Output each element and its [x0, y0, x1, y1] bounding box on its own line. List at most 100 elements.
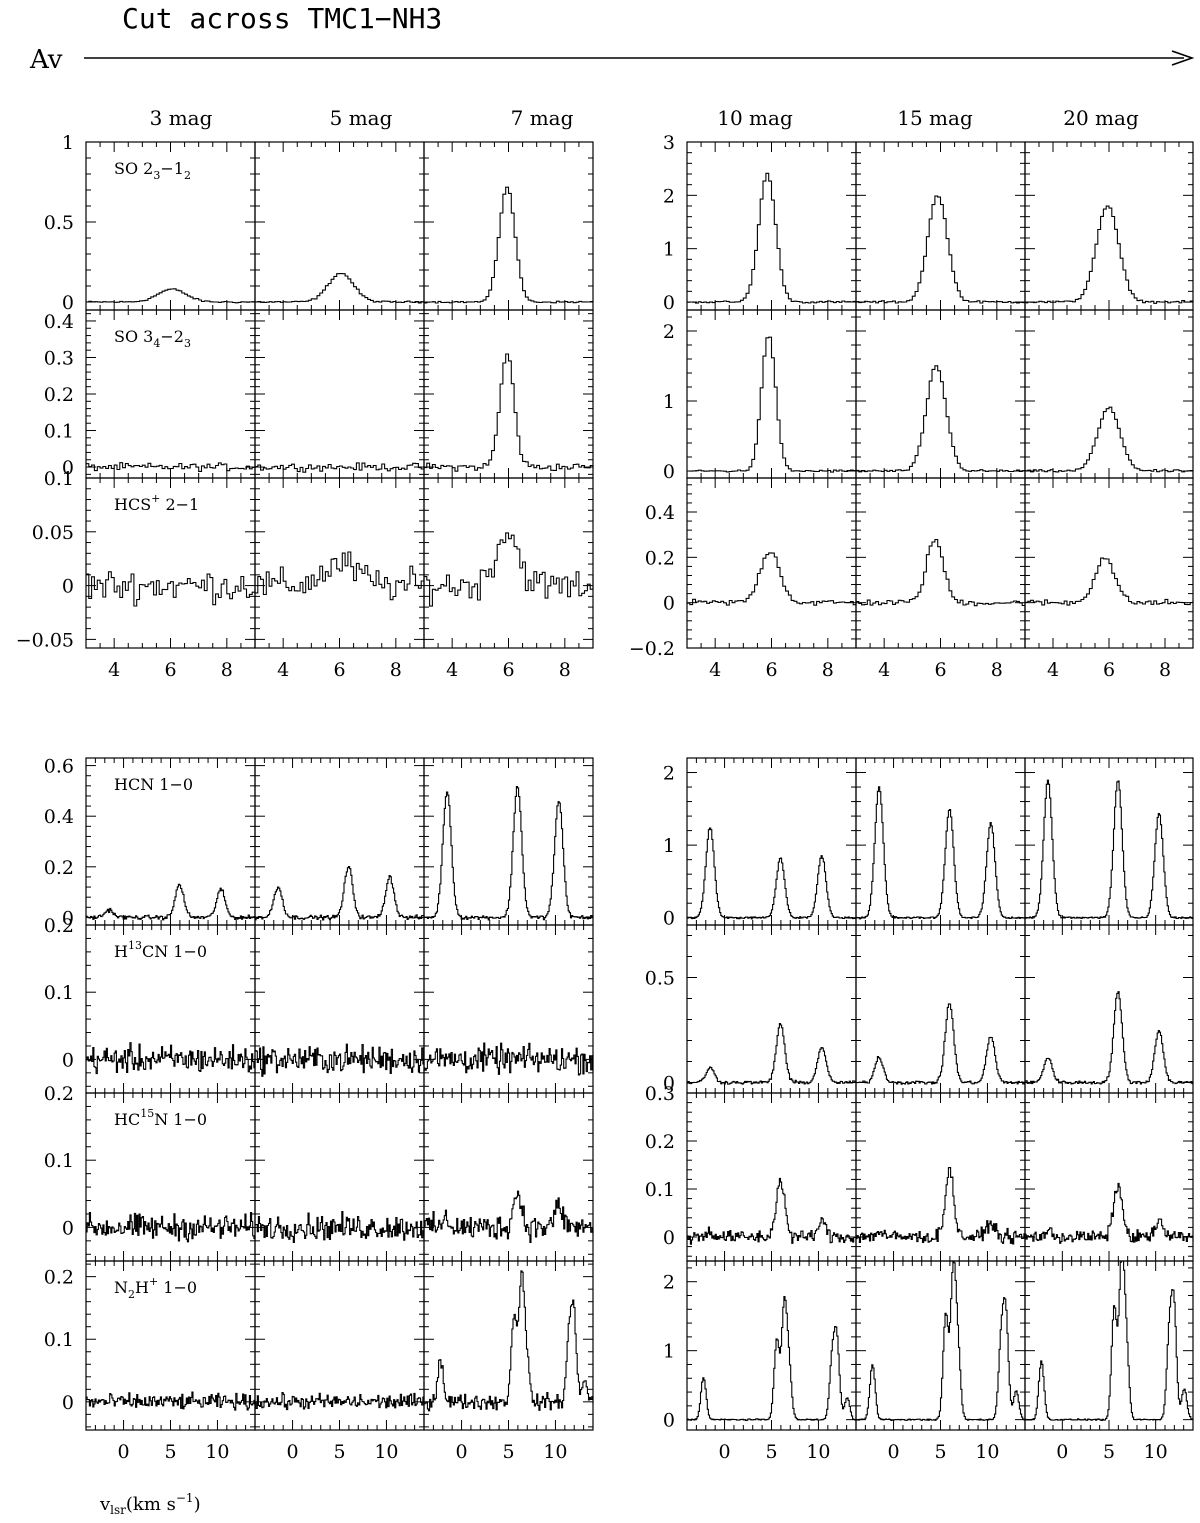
molecule-name: SO 3: [114, 327, 153, 346]
y-tick-label: 0: [62, 292, 74, 314]
x-tick-label: 8: [390, 659, 402, 681]
panel-frame: [1024, 924, 1194, 1094]
spectrum-line: [255, 1210, 425, 1244]
y-tick-label: 0.2: [44, 1083, 74, 1105]
y-tick-label: 2: [663, 321, 675, 343]
panel-bottom-right-r3-c0: [686, 1260, 857, 1431]
y-tick-label: 0.5: [44, 212, 74, 234]
panel-frame: [855, 924, 1026, 1094]
spectrum-line: [687, 827, 857, 920]
y-tick-label: 0.1: [44, 421, 74, 443]
y-tick-label: 0: [663, 593, 675, 615]
molecule-rest: N 1−0: [154, 1110, 207, 1129]
av-label: Av: [29, 45, 63, 75]
y-tick-label: 0.5: [645, 968, 675, 990]
column-label-7-mag: 7 mag: [511, 106, 574, 130]
y-tick-label: 0.2: [645, 547, 675, 569]
x-tick-label: 5: [333, 1441, 345, 1463]
spectrum-line: [255, 273, 425, 304]
molecule-label: N2H+ 1−0: [114, 1275, 197, 1301]
x-tick-label: 8: [221, 659, 233, 681]
molecule-label: HC15N 1−0: [114, 1107, 207, 1129]
panel-bottom-left-r2-c2: [423, 1092, 594, 1262]
panel-frame: [686, 477, 857, 649]
molecule-name: H: [114, 942, 128, 961]
figure-title: Cut across TMC1−NH3: [122, 2, 442, 35]
panel-top-right-r0-c0: [686, 141, 857, 311]
panel-bottom-left-r3-c2: [423, 1260, 594, 1431]
y-tick-label: 0.2: [44, 1267, 74, 1289]
y-tick-label: 0.4: [645, 502, 675, 524]
panel-top-left-r2-c2: [423, 477, 594, 649]
molecule-rest: 1−0: [158, 1278, 197, 1297]
x-tick-label: 10: [806, 1441, 830, 1463]
molecule-subscript: 3: [153, 169, 160, 182]
y-tick-label: 0.2: [44, 857, 74, 879]
x-tick-label: 5: [765, 1441, 777, 1463]
x-tick-label: 6: [333, 659, 345, 681]
x-tick-label: 0: [118, 1441, 130, 1463]
panel-frame: [855, 757, 1026, 926]
x-tick-label: 5: [1103, 1441, 1115, 1463]
panel-bottom-left-r0-c1: [254, 757, 425, 926]
y-tick-label: 0: [663, 908, 675, 930]
y-tick-label: −0.2: [629, 638, 675, 660]
molecule-subscript: 2: [128, 1288, 135, 1301]
x-tick-label: 10: [543, 1441, 567, 1463]
molecule-label: H13CN 1−0: [114, 939, 207, 961]
molecule-name: HC: [114, 1110, 140, 1129]
molecule-mid: −2: [160, 327, 184, 346]
x-tick-label: 8: [1159, 659, 1171, 681]
panel-top-left-r2-c0: [85, 477, 256, 649]
spectrum-line: [86, 1042, 256, 1075]
x-tick-label: 6: [502, 659, 514, 681]
column-label-5-mag: 5 mag: [330, 106, 393, 130]
y-tick-label: 0: [62, 457, 74, 479]
spectrum-line: [687, 1177, 857, 1245]
x-tick-label: 4: [709, 659, 721, 681]
panel-bottom-right-r3-c1: [855, 1260, 1026, 1431]
x-tick-label: 0: [1056, 1441, 1068, 1463]
molecule-superscript: 13: [128, 939, 142, 952]
spectrum-line: [687, 336, 857, 473]
panel-frame: [1024, 309, 1194, 479]
spectrum-line: [856, 538, 1026, 607]
y-tick-label: 0: [663, 292, 675, 314]
spectrum-line: [1025, 1260, 1194, 1421]
molecule-label: SO 23−12: [114, 159, 191, 182]
y-tick-label: 2: [663, 185, 675, 207]
column-label-10-mag: 10 mag: [717, 106, 793, 130]
y-tick-label: 0.1: [44, 468, 74, 490]
panel-frame: [686, 141, 857, 311]
panel-top-left-r0-c1: [254, 141, 425, 311]
spectrum-line: [856, 1167, 1026, 1245]
panel-top-left-r2-c1: [254, 477, 425, 649]
y-tick-label: 0.4: [44, 806, 74, 828]
panel-bottom-right-r1-c1: [855, 924, 1026, 1094]
panel-bottom-left-r3-c1: [254, 1260, 425, 1431]
molecule-rest: 2−1: [160, 495, 199, 514]
x-tick-label: 8: [822, 659, 834, 681]
spectrum-line: [255, 551, 425, 601]
spectrum-line: [424, 1190, 594, 1244]
panel-top-right-r2-c0: [686, 477, 857, 649]
spectrum-line: [1025, 406, 1194, 473]
y-tick-label: 0.3: [645, 1083, 675, 1105]
y-tick-label: 0: [663, 461, 675, 483]
panel-frame: [254, 477, 425, 649]
av-arrow-head: [1171, 50, 1195, 66]
molecule-label: HCS+ 2−1: [114, 492, 199, 514]
panel-frame: [1024, 141, 1194, 311]
y-tick-label: 0.3: [44, 347, 74, 369]
y-tick-label: −0.05: [16, 629, 74, 651]
x-tick-label: 4: [878, 659, 890, 681]
spectrum-line: [424, 786, 594, 921]
spectrum-line: [86, 288, 256, 304]
y-tick-label: 0: [663, 1410, 675, 1432]
y-tick-label: 2: [663, 1272, 675, 1294]
panel-bottom-right-r1-c0: [686, 924, 857, 1094]
spectrum-line: [1025, 779, 1194, 920]
column-label-3-mag: 3 mag: [150, 106, 213, 130]
molecule-subscript: 3: [184, 337, 191, 350]
